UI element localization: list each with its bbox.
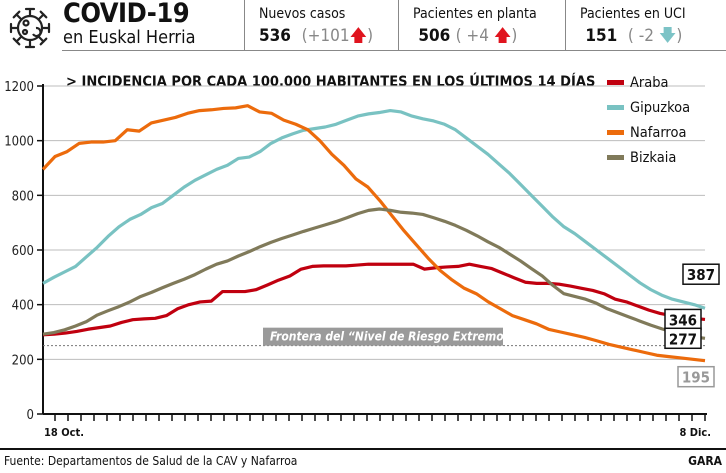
legend-label-araba: Araba (630, 75, 669, 91)
stat-label: Pacientes en UCI (580, 6, 686, 22)
y-tick-label: 0 (27, 408, 34, 423)
source-note: Fuente: Departamentos de Salud de la CAV… (4, 454, 298, 468)
end-label-box (677, 365, 715, 388)
end-labels: 346 387 195 277 (664, 263, 720, 388)
y-tick-label: 1000 (4, 135, 34, 150)
arrow-up-icon: 🡅 (349, 26, 368, 46)
y-tick-label: 800 (12, 189, 34, 204)
stat-label: Nuevos casos (259, 6, 346, 22)
legend: Araba Gipuzkoa Nafarroa Bizkaia (607, 75, 690, 166)
end-label-bizkaia: 277 (669, 330, 697, 348)
x-axis: 18 Oct. 8 Dic. (43, 413, 711, 439)
y-tick-label: 1200 (4, 80, 34, 95)
header: COVID-19 en Euskal Herria Nuevos casos 5… (0, 0, 726, 52)
legend-swatch-nafarroa (607, 130, 624, 135)
stat-value: 506 ( +4 🡅) (418, 26, 518, 46)
end-label-araba: 346 (669, 311, 697, 329)
stat-label: Pacientes en planta (413, 6, 537, 22)
x-tick-label: 18 Oct. (44, 426, 84, 439)
stat-pacientes-uci: Pacientes en UCI 151 ( -2 🡇) (565, 0, 726, 50)
incidence-chart: > INCIDENCIA POR CADA 100.000 HABITANTES… (4, 72, 720, 439)
end-label-box (682, 263, 720, 285)
page-subtitle: en Euskal Herria (63, 27, 196, 48)
legend-label-nafarroa: Nafarroa (630, 125, 686, 141)
x-tick-label: 8 Dic. (679, 426, 711, 439)
y-tick-label: 200 (12, 353, 34, 368)
series-line-araba (42, 262, 706, 337)
legend-label-gipuzkoa: Gipuzkoa (630, 100, 690, 116)
legend-swatch-gipuzkoa (607, 105, 624, 110)
chart-title: > INCIDENCIA POR CADA 100.000 HABITANTES… (66, 72, 595, 90)
stat-value: 151 ( -2 🡇) (585, 26, 683, 46)
series-line-nafarroa (41, 104, 706, 363)
arrow-up-icon: 🡅 (493, 26, 512, 46)
end-label-gipuzkoa: 387 (687, 266, 715, 284)
reference-label: Frontera del “Nivel de Riesgo Extremo” (270, 330, 511, 344)
legend-swatch-araba (607, 80, 624, 85)
series-line-gipuzkoa (42, 108, 706, 310)
end-label-nafarroa: 195 (682, 369, 710, 387)
header-divider (62, 50, 726, 51)
stat-pacientes-planta: Pacientes en planta 506 ( +4 🡅) (398, 0, 551, 50)
reference-line: Frontera del “Nivel de Riesgo Extremo” (43, 327, 705, 347)
legend-label-bizkaia: Bizkaia (630, 150, 676, 166)
end-label-box (664, 327, 702, 350)
stat-value: 536 (+101🡅) (259, 26, 374, 46)
reference-label-bg (263, 327, 503, 346)
footer-divider (0, 448, 726, 450)
series-lines (41, 104, 706, 363)
series-line-bizkaia (42, 207, 706, 340)
arrow-down-icon: 🡇 (658, 26, 677, 46)
y-tick-label: 400 (12, 299, 34, 314)
virus-icon (9, 7, 51, 49)
legend-swatch-bizkaia (607, 155, 624, 160)
y-axis: 0 200 400 600 800 1000 1200 (4, 80, 44, 423)
page-title: COVID-19 (63, 0, 190, 29)
y-tick-label: 600 (12, 244, 34, 259)
stat-nuevos-casos: Nuevos casos 536 (+101🡅) (244, 0, 389, 50)
brand-logo: GARA (688, 454, 722, 468)
